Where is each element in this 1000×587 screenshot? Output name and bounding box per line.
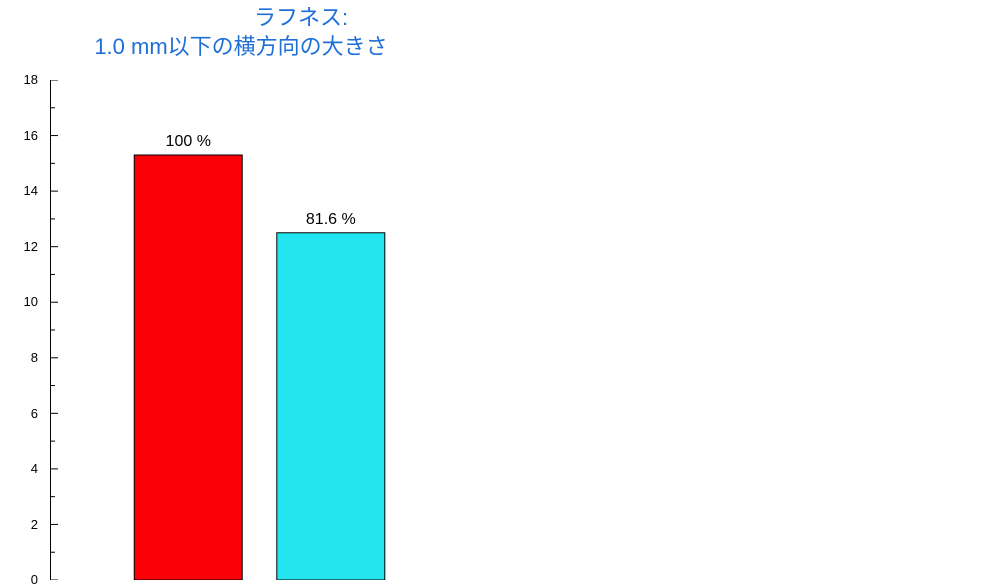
y-tick-label: 16 — [8, 128, 38, 143]
y-tick-label: 10 — [8, 294, 38, 309]
chart-svg — [50, 80, 482, 580]
bar-value-label: 100 % — [128, 133, 248, 151]
y-tick-label: 6 — [8, 406, 38, 421]
bar-chart: 024681012141618100 %81.6 % — [50, 80, 482, 580]
chart-title-line1: ラフネス: — [60, 4, 542, 33]
y-tick-label: 2 — [8, 517, 38, 532]
chart-title-line2: 1.0 mm以下の横方向の大きさ — [0, 33, 482, 62]
y-tick-label: 18 — [8, 72, 38, 87]
y-tick-label: 4 — [8, 461, 38, 476]
y-tick-label: 8 — [8, 350, 38, 365]
y-tick-label: 12 — [8, 239, 38, 254]
bar-value-label: 81.6 % — [271, 211, 391, 229]
chart-title: ラフネス: 1.0 mm以下の横方向の大きさ — [0, 4, 482, 61]
y-tick-label: 14 — [8, 183, 38, 198]
